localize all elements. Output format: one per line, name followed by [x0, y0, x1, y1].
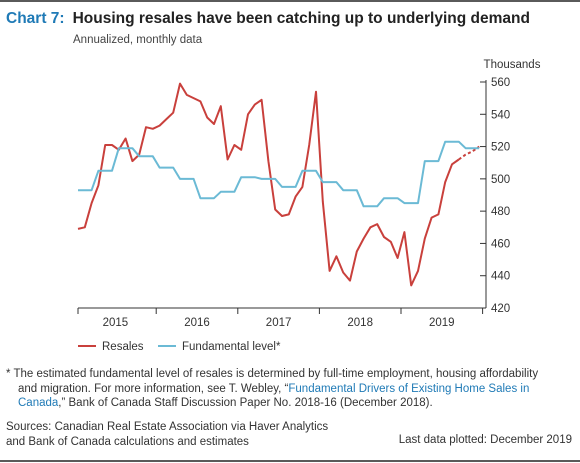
bottom-rule [0, 460, 580, 462]
y-tick-label: 420 [491, 303, 510, 315]
x-tick-label: 2018 [347, 317, 373, 329]
footnote-link-part-1[interactable]: Fundamental Drivers of Existing Home Sal… [288, 382, 530, 395]
sources: Sources: Canadian Real Estate Associatio… [6, 420, 328, 449]
footnote-text-3: ,” Bank of Canada Staff Discussion Paper… [58, 397, 433, 409]
legend-label-resales: Resales [102, 341, 144, 353]
series-line-fundamental [78, 140, 480, 208]
last-data-plotted: Last data plotted: December 2019 [398, 434, 572, 446]
top-rule [0, 0, 580, 2]
y-tick-label: 500 [491, 174, 510, 186]
sources-line-1: Sources: Canadian Real Estate Associatio… [6, 421, 329, 433]
axis-layer: 420 440 460 480 500 520 540 560 Thousands 2015 201… [77, 59, 541, 329]
x-tick-label: 2015 [103, 317, 129, 329]
series-layer [77, 82, 480, 287]
footnote-line-1: * The estimated fundamental level of res… [6, 367, 576, 382]
chart-title-row: Chart 7: Housing resales have been catchi… [6, 10, 530, 28]
chart-title: Housing resales have been catching up to… [72, 10, 530, 27]
series-line-resales_estimate [458, 145, 480, 161]
footnote-text-1: The estimated fundamental level of resal… [13, 368, 539, 380]
footnote-line-2: and migration. For more information, see… [6, 382, 576, 397]
footnote: * The estimated fundamental level of res… [6, 367, 576, 411]
y-axis-title: Thousands [484, 59, 541, 71]
legend: Resales Fundamental level* [78, 341, 281, 353]
y-tick-label: 460 [491, 238, 510, 250]
y-tick-label: 540 [491, 109, 510, 121]
footnote-link-part-2[interactable]: Canada [18, 397, 59, 409]
legend-label-fundamental: Fundamental level* [182, 341, 281, 353]
chart-subtitle: Annualized, monthly data [73, 34, 203, 46]
footnote-line-3: Canada,” Bank of Canada Staff Discussion… [6, 396, 576, 411]
y-tick-label: 560 [491, 77, 510, 89]
sources-line-2: and Bank of Canada calculations and esti… [6, 435, 249, 448]
x-tick-label: 2017 [266, 317, 292, 329]
chart-number: Chart 7: [6, 10, 65, 27]
chart-svg: 420 440 460 480 500 520 540 560 Thousands 2015 201… [77, 59, 541, 353]
footnote-marker: * [6, 368, 11, 380]
footnote-text-2: and migration. For more information, see… [18, 382, 289, 395]
y-tick-label: 480 [491, 206, 510, 218]
y-tick-label: 440 [491, 271, 510, 283]
x-tick-label: 2016 [184, 317, 210, 329]
x-tick-label: 2019 [429, 317, 455, 329]
series-line-resales [77, 82, 460, 287]
y-tick-label: 520 [491, 142, 510, 154]
